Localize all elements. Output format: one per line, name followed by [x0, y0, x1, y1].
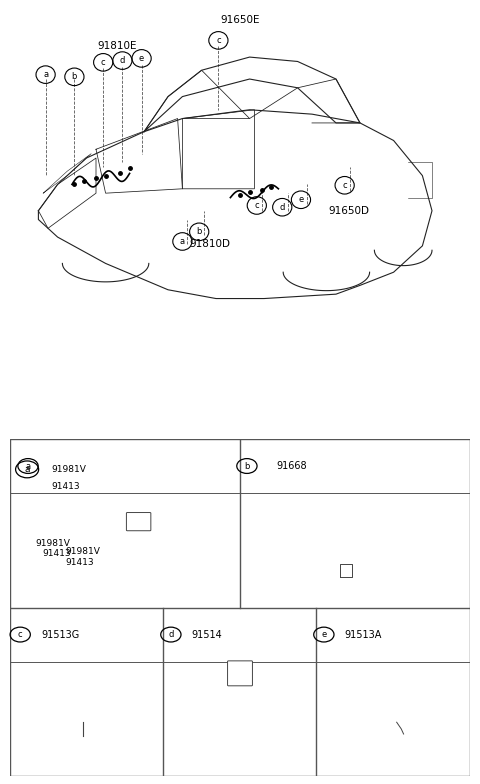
Text: 91413: 91413: [43, 549, 72, 558]
Text: 91981V: 91981V: [35, 539, 70, 548]
Text: e: e: [321, 630, 326, 639]
Text: b: b: [196, 227, 202, 236]
Text: e: e: [299, 195, 303, 205]
Text: b: b: [244, 462, 250, 470]
Text: 91810E: 91810E: [98, 41, 137, 51]
Text: 91981V: 91981V: [51, 465, 86, 474]
Text: a: a: [25, 462, 31, 470]
Text: c: c: [101, 58, 106, 67]
FancyBboxPatch shape: [126, 513, 151, 531]
Text: c: c: [216, 36, 221, 45]
Text: d: d: [279, 203, 285, 212]
Text: a: a: [43, 70, 48, 79]
Text: d: d: [120, 56, 125, 65]
Text: c: c: [342, 181, 347, 190]
Text: 91650E: 91650E: [220, 15, 260, 25]
Text: e: e: [139, 54, 144, 63]
Text: 91810D: 91810D: [190, 238, 230, 249]
Text: a: a: [180, 237, 185, 246]
Text: b: b: [72, 72, 77, 82]
FancyBboxPatch shape: [228, 661, 252, 686]
Text: a: a: [24, 465, 30, 474]
Text: 91513G: 91513G: [42, 630, 80, 640]
Text: 91413: 91413: [51, 481, 80, 491]
Text: 91650D: 91650D: [329, 205, 370, 216]
Text: d: d: [168, 630, 174, 639]
Text: c: c: [18, 630, 23, 639]
Text: 91514: 91514: [192, 630, 222, 640]
Text: c: c: [254, 201, 259, 210]
Text: 91513A: 91513A: [344, 630, 382, 640]
Text: 91668: 91668: [277, 461, 308, 471]
Text: 91981V
91413: 91981V 91413: [65, 547, 100, 567]
